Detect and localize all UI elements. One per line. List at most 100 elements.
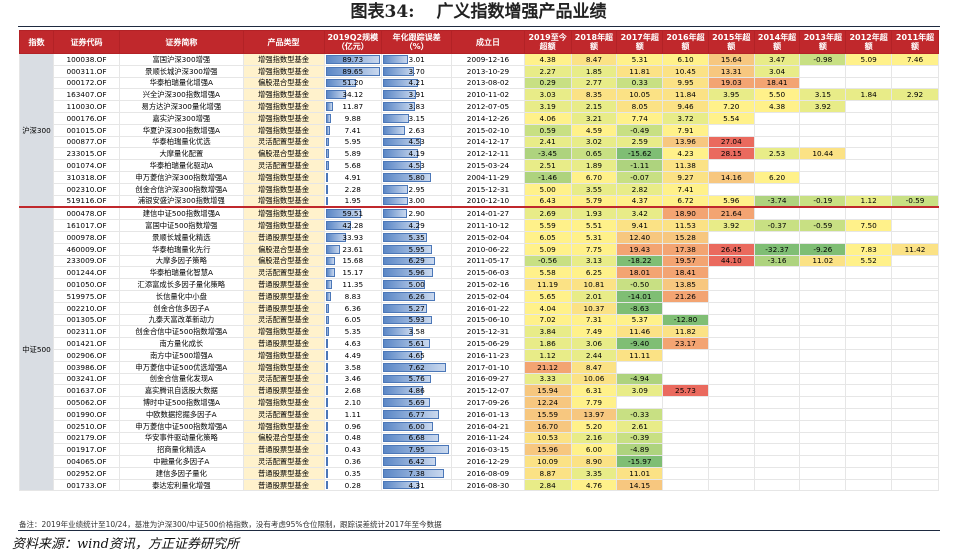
scale-bar: [325, 221, 352, 230]
fund-code-cell: 005062.OF: [53, 396, 121, 409]
excess-return-cell: -0.50: [616, 278, 664, 291]
excess-return-cell: 0.65: [570, 147, 618, 161]
excess-return-cell: [753, 111, 801, 125]
excess-return-cell: 7.83: [845, 242, 893, 256]
product-type-cell: 普通股票型基金: [242, 443, 325, 457]
excess-return-cell: -18.22: [616, 254, 664, 268]
inception-date-cell: 2010-06-22: [451, 242, 525, 256]
tracking-error-bar: [383, 125, 405, 135]
inception-date-cell: 2016-08-30: [451, 478, 525, 492]
tracking-error-bar: [383, 457, 437, 466]
excess-return-cell: [707, 182, 755, 196]
excess-return-cell: 7.46: [891, 53, 939, 66]
excess-return-cell: [662, 455, 709, 468]
tracking-error-cell: 5.80: [381, 170, 453, 184]
excess-return-cell: [845, 431, 893, 445]
excess-return-cell: [707, 384, 755, 398]
tracking-error-value: 6.77: [408, 409, 425, 419]
excess-return-cell: 9.41: [616, 219, 664, 232]
table-row: 002179.OF 华安事件驱动量化策略 偏股混合型基金 0.48 6.68 2016-1…: [20, 431, 939, 445]
scale-value: 5.68: [344, 161, 361, 171]
table-row: 002210.OF 创金合信多因子A 普通股票型基金 6.36 5.27 2016-01-…: [20, 301, 939, 315]
fund-name-cell: 大摩多因子策略: [119, 254, 244, 268]
excess-return-cell: [753, 384, 801, 398]
excess-return-cell: 1.89: [570, 159, 618, 172]
excess-return-cell: [753, 289, 801, 303]
excess-return-cell: 13.97: [570, 407, 618, 421]
tracking-error-bar: [383, 256, 436, 266]
excess-return-cell: [753, 337, 801, 350]
tracking-error-value: 3.91: [408, 90, 425, 100]
scale-value: 7.41: [344, 125, 361, 135]
scale-cell: 23.61: [323, 242, 383, 256]
product-type-cell: 灵活配置型基金: [242, 455, 325, 468]
product-type-cell: 偏股混合型基金: [242, 254, 325, 268]
excess-return-cell: 11.02: [799, 254, 847, 268]
scale-cell: 0.96: [323, 419, 383, 433]
scale-cell: 0.43: [323, 443, 383, 457]
tracking-error-bar: [383, 362, 447, 372]
excess-return-cell: [799, 431, 847, 445]
excess-return-cell: [799, 289, 847, 303]
excess-return-cell: [891, 455, 939, 468]
scale-bar: [325, 137, 330, 147]
fund-code-cell: 001050.OF: [53, 278, 121, 291]
excess-return-cell: [799, 313, 847, 327]
tracking-error-cell: 5.96: [381, 266, 453, 280]
tracking-error-bar: [383, 386, 424, 396]
fund-name-cell: 汇添富成长多因子量化策略: [119, 278, 244, 291]
tracking-error-bar: [383, 433, 439, 443]
scale-cell: 11.35: [323, 278, 383, 291]
fund-code-cell: 002210.OF: [53, 301, 121, 315]
tracking-error-cell: 4.19: [381, 147, 453, 161]
tracking-error-value: 5.76: [408, 374, 425, 384]
table-row: 001637.OF 嘉实腾讯自选股大数据 普通股票型基金 2.68 4.86 2015-1…: [20, 384, 939, 398]
inception-date-cell: 2016-09-27: [451, 372, 525, 386]
excess-return-cell: [845, 278, 893, 291]
tracking-error-value: 3.00: [408, 196, 425, 206]
product-type-cell: 增强指数型基金: [242, 123, 325, 137]
scale-value: 51.20: [342, 78, 364, 88]
scale-bar: [325, 161, 329, 170]
tracking-error-value: 7.62: [408, 362, 425, 372]
fund-name-cell: 富国中证500指数增强: [119, 219, 244, 232]
header-excess-2012: 2012年超额: [845, 30, 893, 54]
table-row: 001050.OF 汇添富成长多因子量化策略 普通股票型基金 11.35 5.00 201…: [20, 278, 939, 291]
scale-bar: [325, 303, 330, 313]
excess-return-cell: [662, 431, 709, 445]
excess-return-cell: 3.55: [570, 182, 618, 196]
excess-return-cell: 3.92: [707, 219, 755, 232]
excess-return-cell: [845, 206, 893, 221]
tracking-error-bar: [383, 161, 421, 170]
excess-return-cell: 8.05: [616, 100, 664, 113]
excess-return-cell: [891, 266, 939, 280]
fund-code-cell: 233009.OF: [53, 254, 121, 268]
excess-return-cell: [891, 325, 939, 339]
excess-return-cell: 15.96: [523, 443, 572, 457]
fund-name-cell: 华夏沪深300指数增强A: [119, 123, 244, 137]
excess-return-cell: 11.81: [616, 64, 664, 78]
tracking-error-cell: 3.01: [381, 53, 453, 66]
excess-return-cell: [799, 325, 847, 339]
scale-cell: 6.05: [323, 313, 383, 327]
excess-return-cell: 4.06: [523, 111, 572, 125]
excess-return-cell: [799, 123, 847, 137]
inception-date-cell: 2010-12-10: [451, 194, 525, 208]
product-type-cell: 增强指数型基金: [242, 348, 325, 362]
fund-code-cell: 310318.OF: [53, 170, 121, 184]
source-line: 资料来源：wind资讯，方正证券研究所: [12, 537, 239, 552]
product-type-cell: 增强指数型基金: [242, 325, 325, 339]
tracking-error-value: 6.00: [408, 421, 425, 431]
excess-return-cell: -4.94: [616, 372, 664, 386]
excess-return-cell: 2.84: [523, 478, 572, 492]
excess-return-cell: [707, 159, 755, 172]
scale-cell: 34.12: [323, 88, 383, 102]
excess-return-cell: 6.25: [570, 266, 618, 280]
header-excess-2013: 2013年超额: [799, 30, 847, 54]
fund-name-cell: 富国沪深300增强: [119, 53, 244, 66]
header-type: 产品类型: [242, 30, 325, 54]
scale-value: 0.28: [344, 480, 361, 490]
fund-name-cell: 嘉实腾讯自选股大数据: [119, 384, 244, 398]
fund-code-cell: 110030.OF: [53, 100, 121, 113]
scale-cell: 8.83: [323, 289, 383, 303]
